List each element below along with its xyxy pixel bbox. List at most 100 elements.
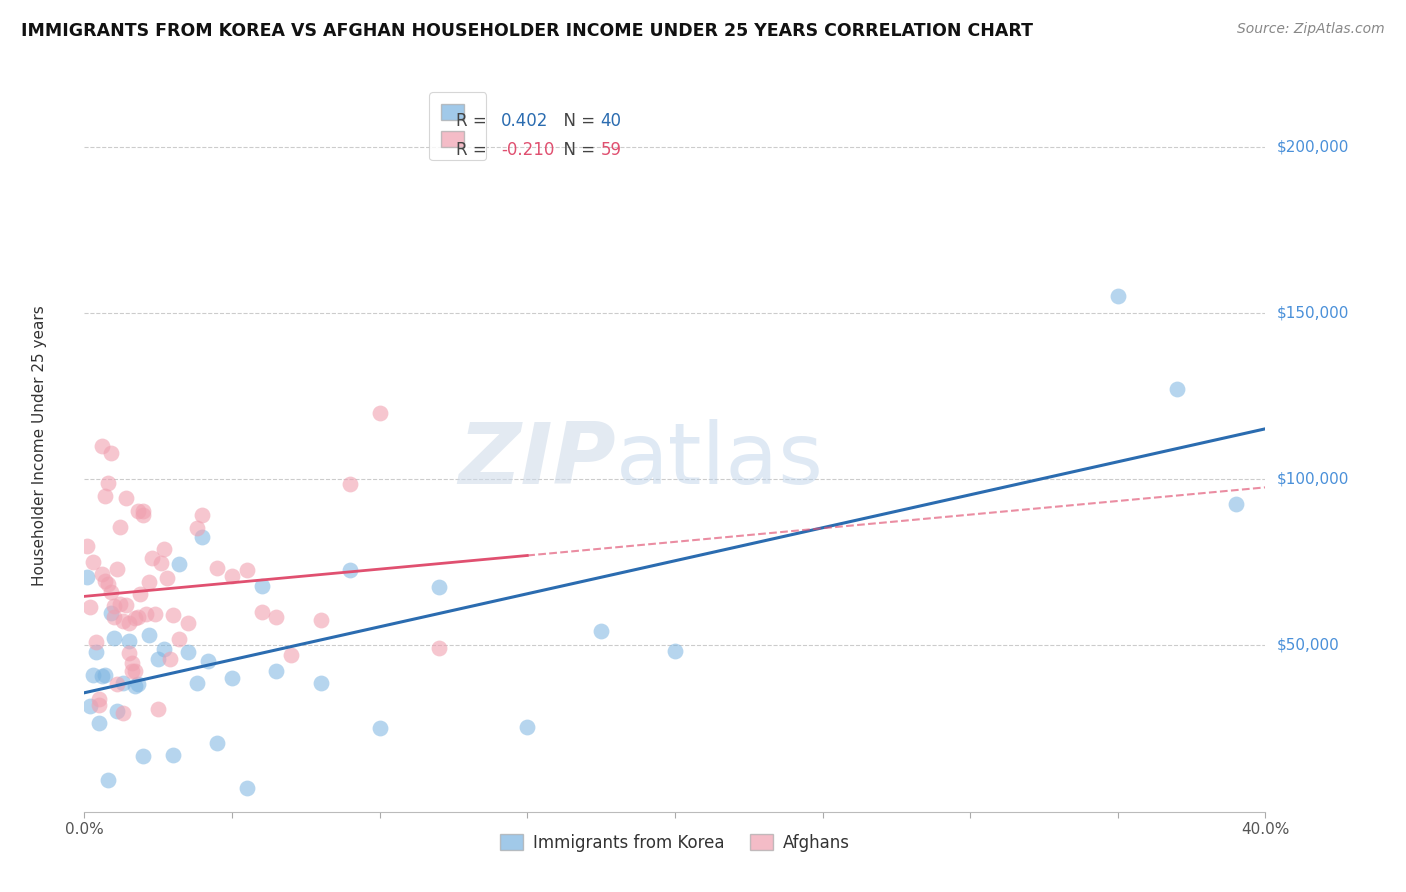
Point	[103, 631, 125, 645]
Point	[368, 721, 391, 735]
Point	[79, 599, 101, 614]
Text: $100,000: $100,000	[1277, 472, 1348, 487]
Point	[368, 406, 391, 420]
Point	[132, 504, 155, 518]
Point	[84, 634, 107, 648]
Point	[91, 668, 114, 682]
Point	[118, 615, 141, 630]
Point	[97, 476, 120, 491]
Text: R =: R =	[457, 112, 492, 129]
Point	[100, 445, 122, 459]
Point	[87, 698, 111, 712]
Point	[138, 574, 160, 589]
Text: $150,000: $150,000	[1277, 306, 1348, 320]
Point	[266, 665, 288, 679]
Text: Householder Income Under 25 years: Householder Income Under 25 years	[32, 306, 46, 586]
Text: $200,000: $200,000	[1277, 139, 1348, 154]
Point	[100, 585, 122, 599]
Point	[111, 675, 134, 690]
Point	[97, 772, 120, 787]
Point	[105, 561, 128, 575]
Point	[118, 646, 141, 660]
Point	[159, 651, 181, 665]
Text: ZIP: ZIP	[458, 419, 616, 502]
Text: R =: R =	[457, 141, 492, 159]
Text: N =: N =	[553, 112, 600, 129]
Point	[177, 645, 200, 659]
Point	[100, 607, 122, 621]
Point	[127, 677, 149, 691]
Point	[250, 605, 273, 619]
Point	[664, 644, 686, 658]
Point	[191, 530, 214, 544]
Point	[105, 677, 128, 691]
Text: 40: 40	[600, 112, 621, 129]
Point	[1107, 289, 1129, 303]
Point	[177, 615, 200, 630]
Point	[121, 665, 143, 679]
Point	[105, 704, 128, 718]
Point	[138, 627, 160, 641]
Text: IMMIGRANTS FROM KOREA VS AFGHAN HOUSEHOLDER INCOME UNDER 25 YEARS CORRELATION CH: IMMIGRANTS FROM KOREA VS AFGHAN HOUSEHOL…	[21, 22, 1033, 40]
Point	[129, 587, 152, 601]
Point	[132, 508, 155, 522]
Point	[111, 706, 134, 721]
Point	[111, 614, 134, 628]
Point	[103, 609, 125, 624]
Point	[427, 640, 450, 655]
Point	[148, 652, 170, 666]
Point	[156, 571, 179, 585]
Text: 0.402: 0.402	[502, 112, 548, 129]
Point	[186, 521, 208, 535]
Point	[309, 676, 332, 690]
Point	[236, 781, 259, 796]
Point	[87, 692, 111, 706]
Point	[121, 656, 143, 670]
Point	[114, 491, 136, 505]
Point	[84, 645, 107, 659]
Point	[191, 508, 214, 522]
Point	[427, 580, 450, 594]
Point	[94, 668, 117, 682]
Point	[162, 748, 184, 763]
Text: $50,000: $50,000	[1277, 638, 1340, 653]
Point	[516, 721, 538, 735]
Point	[207, 736, 229, 750]
Point	[108, 520, 131, 534]
Point	[94, 574, 117, 589]
Point	[135, 607, 157, 621]
Point	[207, 560, 229, 574]
Legend: Immigrants from Korea, Afghans: Immigrants from Korea, Afghans	[494, 827, 856, 858]
Point	[143, 607, 166, 621]
Point	[167, 632, 190, 647]
Point	[103, 599, 125, 614]
Point	[280, 648, 302, 662]
Point	[124, 679, 146, 693]
Point	[162, 608, 184, 623]
Point	[148, 701, 170, 715]
Text: 59: 59	[600, 141, 621, 159]
Point	[114, 599, 136, 613]
Point	[94, 489, 117, 503]
Point	[1166, 382, 1188, 396]
Point	[186, 676, 208, 690]
Point	[236, 563, 259, 577]
Point	[79, 698, 101, 713]
Point	[1225, 497, 1247, 511]
Text: Source: ZipAtlas.com: Source: ZipAtlas.com	[1237, 22, 1385, 37]
Point	[76, 539, 98, 553]
Text: -0.210: -0.210	[502, 141, 554, 159]
Point	[339, 477, 361, 491]
Point	[124, 611, 146, 625]
Text: N =: N =	[553, 141, 600, 159]
Point	[127, 504, 149, 518]
Point	[153, 641, 176, 656]
Point	[591, 624, 613, 638]
Point	[309, 613, 332, 627]
Point	[197, 653, 219, 667]
Point	[82, 556, 104, 570]
Point	[76, 570, 98, 584]
Point	[91, 439, 114, 453]
Point	[153, 542, 176, 557]
Point	[250, 579, 273, 593]
